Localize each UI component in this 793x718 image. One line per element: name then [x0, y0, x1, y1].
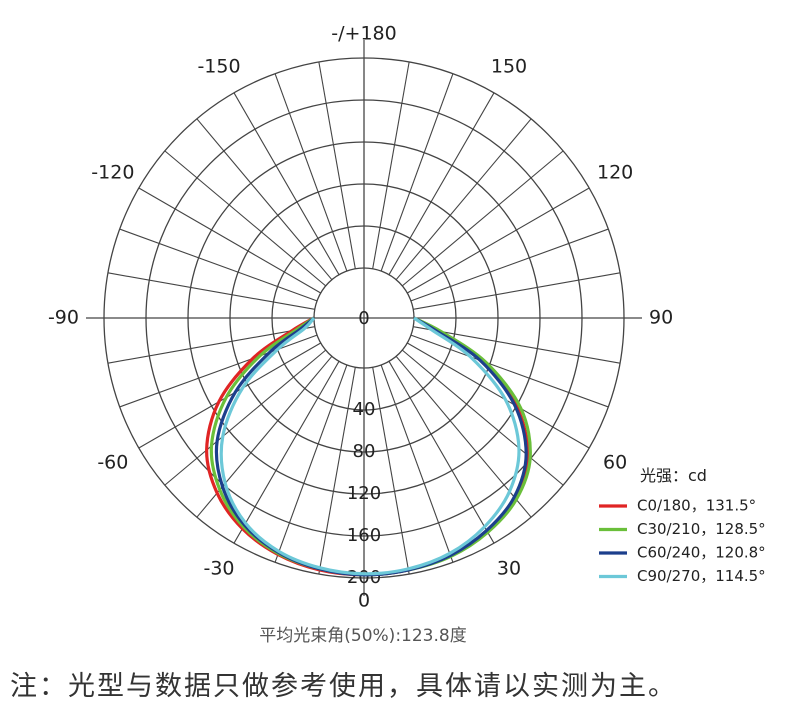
- grid-spoke: [233, 92, 340, 275]
- grid-spoke: [372, 367, 410, 575]
- disclaimer-note: 注：光型与数据只做参考使用，具体请以实测为主。: [10, 671, 677, 702]
- grid-spoke: [119, 228, 318, 302]
- angle-label: 60: [603, 452, 627, 474]
- grid-spoke: [164, 349, 327, 486]
- grid-spoke: [395, 118, 532, 281]
- grid-spoke: [164, 150, 327, 287]
- angle-label: -30: [203, 558, 234, 580]
- grid-spoke: [274, 364, 348, 563]
- grid-spoke: [380, 73, 454, 272]
- legend-label: C90/270，114.5°: [637, 567, 766, 585]
- grid-spoke: [318, 367, 356, 575]
- legend-label: C0/180，131.5°: [637, 497, 756, 515]
- grid-spoke: [380, 364, 454, 563]
- grid-spoke: [119, 334, 318, 408]
- angle-label: 0: [358, 590, 370, 612]
- grid-spoke: [401, 349, 564, 486]
- legend: 光强：cd C0/180，131.5° C30/210，128.5° C60/240…: [599, 466, 766, 585]
- radial-tick-label: 80: [353, 441, 376, 462]
- grid-spoke: [410, 228, 609, 302]
- polar-chart: 0 40 80 120 160 200 -/+180 150 120 90 60 30 0 -30 -60…: [48, 23, 766, 612]
- grid-spoke: [107, 272, 315, 310]
- angle-label: 150: [491, 55, 527, 77]
- grid-spoke: [395, 355, 532, 518]
- grid-spoke: [107, 326, 315, 364]
- series-curve-4: [219, 316, 521, 576]
- radial-tick-label: 40: [353, 399, 376, 420]
- grid-spoke: [410, 334, 609, 408]
- angle-label: -/+180: [331, 23, 396, 45]
- grid-spoke: [274, 73, 348, 272]
- polar-grid: [86, 40, 642, 596]
- beam-angle-caption: 平均光束角(50%):123.8度: [259, 626, 467, 646]
- legend-unit-label: 光强：cd: [640, 466, 707, 485]
- grid-spoke: [401, 150, 564, 287]
- grid-spoke: [233, 361, 340, 544]
- grid-spoke: [318, 61, 356, 269]
- grid-spoke: [138, 342, 321, 449]
- radial-tick-label: 0: [358, 308, 369, 329]
- intensity-curves: [205, 316, 532, 577]
- radial-tick-label: 120: [347, 483, 381, 504]
- angle-label: 30: [497, 558, 521, 580]
- angle-label: -90: [48, 307, 79, 329]
- legend-items: C0/180，131.5° C30/210，128.5° C60/240，120.8…: [599, 497, 766, 585]
- grid-spoke: [407, 342, 590, 449]
- grid-spoke: [372, 61, 410, 269]
- angle-label: -150: [197, 55, 240, 77]
- grid-spoke: [196, 118, 333, 281]
- grid-spoke: [388, 92, 495, 275]
- grid-spoke: [138, 187, 321, 294]
- legend-label: C60/240，120.8°: [637, 544, 766, 562]
- angle-label: -120: [91, 162, 134, 184]
- angle-labels: -/+180 150 120 90 60 30 0 -30 -60 -90 -120 -150: [48, 23, 673, 612]
- radial-tick-label: 160: [347, 525, 381, 546]
- angle-label: 90: [649, 307, 673, 329]
- angle-label: 120: [597, 162, 633, 184]
- grid-spoke: [413, 272, 621, 310]
- grid-spoke: [413, 326, 621, 364]
- radial-tick-label: 200: [347, 567, 381, 588]
- angle-label: -60: [97, 452, 128, 474]
- grid-spoke: [407, 187, 590, 294]
- grid-spoke: [388, 361, 495, 544]
- legend-label: C30/210，128.5°: [637, 520, 766, 538]
